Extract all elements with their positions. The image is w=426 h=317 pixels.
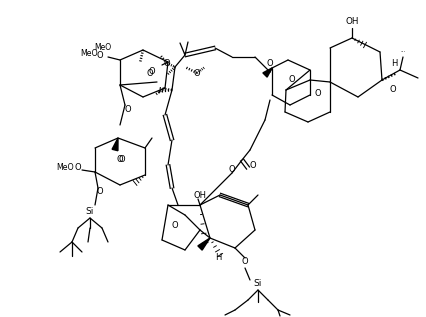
Text: O: O bbox=[97, 50, 104, 60]
Text: O: O bbox=[289, 75, 295, 85]
Text: H: H bbox=[215, 254, 221, 262]
Text: Si: Si bbox=[86, 208, 94, 217]
Text: O: O bbox=[315, 88, 321, 98]
Text: OH: OH bbox=[193, 191, 207, 199]
Text: O: O bbox=[75, 164, 81, 172]
Text: MeO: MeO bbox=[56, 163, 74, 171]
Text: O: O bbox=[119, 156, 125, 165]
Text: OH: OH bbox=[345, 17, 359, 27]
Polygon shape bbox=[263, 68, 272, 77]
Text: ...: ... bbox=[400, 49, 406, 54]
Polygon shape bbox=[198, 238, 210, 250]
Text: O: O bbox=[242, 257, 248, 267]
Text: Si: Si bbox=[254, 280, 262, 288]
Text: O: O bbox=[125, 106, 131, 114]
Text: O: O bbox=[250, 160, 256, 170]
Text: O: O bbox=[390, 85, 396, 94]
Polygon shape bbox=[112, 138, 118, 151]
Text: H: H bbox=[391, 60, 397, 68]
Text: O: O bbox=[117, 156, 123, 165]
Text: MeO: MeO bbox=[95, 43, 112, 53]
Text: O: O bbox=[97, 187, 104, 197]
Text: O: O bbox=[194, 68, 200, 77]
Text: MeO: MeO bbox=[80, 49, 98, 57]
Text: O: O bbox=[229, 165, 235, 174]
Text: O: O bbox=[149, 68, 155, 76]
Text: O: O bbox=[172, 221, 178, 230]
Text: O: O bbox=[164, 59, 170, 68]
Text: O: O bbox=[267, 59, 273, 68]
Text: O: O bbox=[147, 68, 153, 77]
